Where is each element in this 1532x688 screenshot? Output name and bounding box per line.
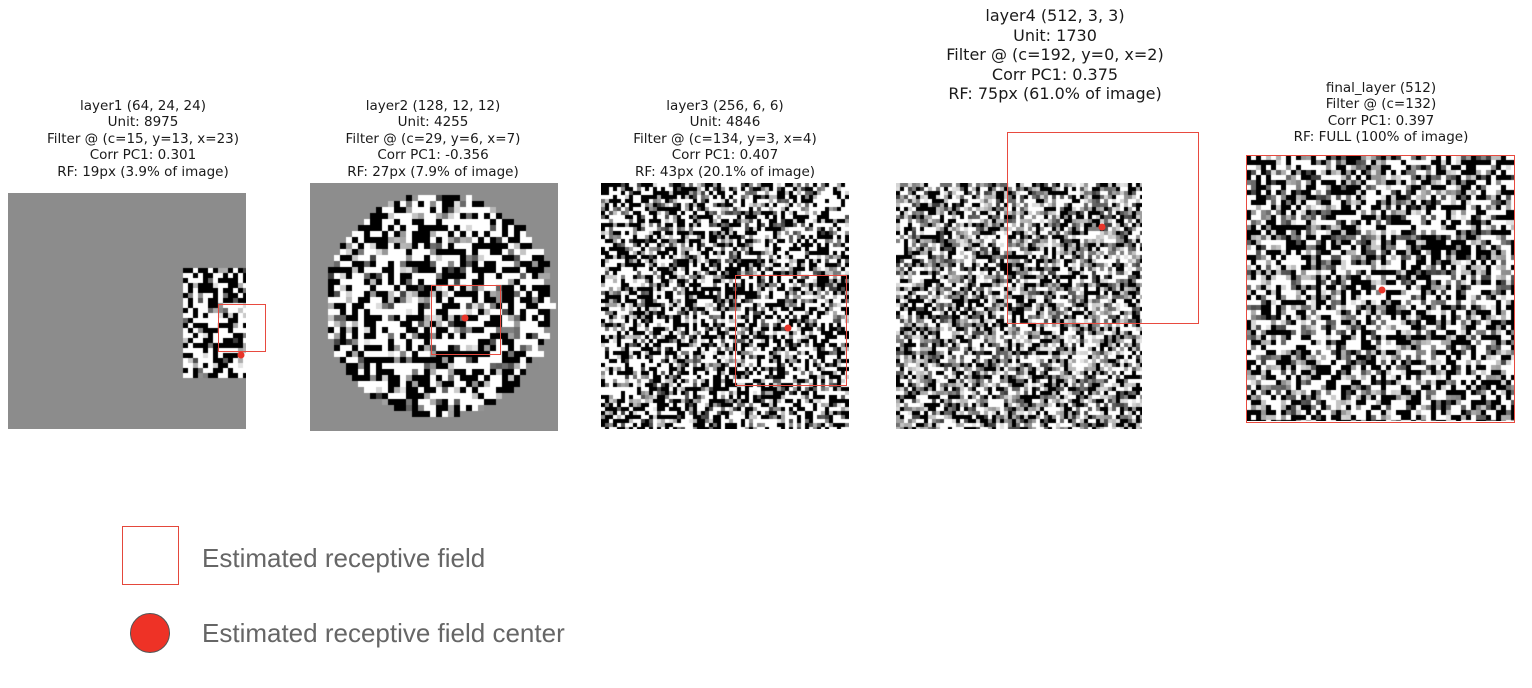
- caption-line: RF: 19px (3.9% of image): [57, 163, 229, 180]
- caption-line: Corr PC1: 0.407: [671, 147, 779, 164]
- caption-line: Unit: 8975: [107, 114, 179, 131]
- caption-line: layer2 (128, 12, 12): [365, 98, 501, 114]
- caption-line: Filter @ (c=15, y=13, x=23): [46, 130, 240, 147]
- caption-line: RF: FULL (100% of image): [1293, 129, 1469, 146]
- legend-center-label: Estimated receptive field center: [202, 618, 565, 648]
- filter-visualization: [8, 193, 246, 429]
- rf-center-dot: [237, 351, 245, 359]
- caption-line: Corr PC1: 0.375: [991, 64, 1119, 84]
- panel-caption: layer1 (64, 24, 24) Unit: 8975 Filter @ …: [10, 98, 276, 180]
- caption-line: layer4 (512, 3, 3): [985, 6, 1125, 25]
- caption-line: Corr PC1: -0.356: [377, 147, 489, 164]
- filter-visualization: [310, 183, 558, 431]
- caption-line: Corr PC1: 0.397: [1327, 112, 1435, 129]
- panel-caption: layer4 (512, 3, 3) Unit: 1730 Filter @ (…: [905, 6, 1205, 104]
- panel-caption: layer2 (128, 12, 12) Unit: 4255 Filter @…: [300, 98, 566, 180]
- panel-caption: layer3 (256, 6, 6) Unit: 4846 Filter @ (…: [592, 98, 858, 180]
- caption-line: layer3 (256, 6, 6): [666, 98, 784, 114]
- caption-line: layer1 (64, 24, 24): [80, 98, 206, 114]
- filter-visualization: [601, 183, 849, 429]
- caption-line: Corr PC1: 0.301: [89, 147, 197, 164]
- caption-line: RF: 27px (7.9% of image): [347, 163, 519, 180]
- legend-rf-square: [122, 526, 179, 585]
- caption-line: Unit: 4255: [397, 114, 469, 131]
- caption-line: Filter @ (c=134, y=3, x=4): [633, 130, 817, 147]
- rf-center-dot: [1378, 286, 1386, 294]
- legend-rf-label: Estimated receptive field: [202, 543, 486, 573]
- caption-line: final_layer (512): [1325, 80, 1437, 96]
- caption-line: Filter @ (c=29, y=6, x=7): [345, 130, 521, 147]
- legend-rf-center-circle: [130, 613, 170, 653]
- panel-caption: final_layer (512) Filter @ (c=132) Corr …: [1248, 80, 1514, 146]
- filter-visualization: [896, 183, 1142, 429]
- caption-line: Unit: 1730: [1013, 25, 1097, 45]
- rf-center-dot: [784, 324, 792, 332]
- caption-line: RF: 75px (61.0% of image): [948, 84, 1162, 104]
- rf-center-dot: [1098, 223, 1106, 231]
- caption-line: Unit: 4846: [689, 114, 761, 131]
- rf-center-dot: [461, 314, 469, 322]
- caption-line: Filter @ (c=192, y=0, x=2): [946, 45, 1164, 65]
- caption-line: Filter @ (c=132): [1325, 96, 1437, 113]
- caption-line: RF: 43px (20.1% of image): [634, 163, 816, 180]
